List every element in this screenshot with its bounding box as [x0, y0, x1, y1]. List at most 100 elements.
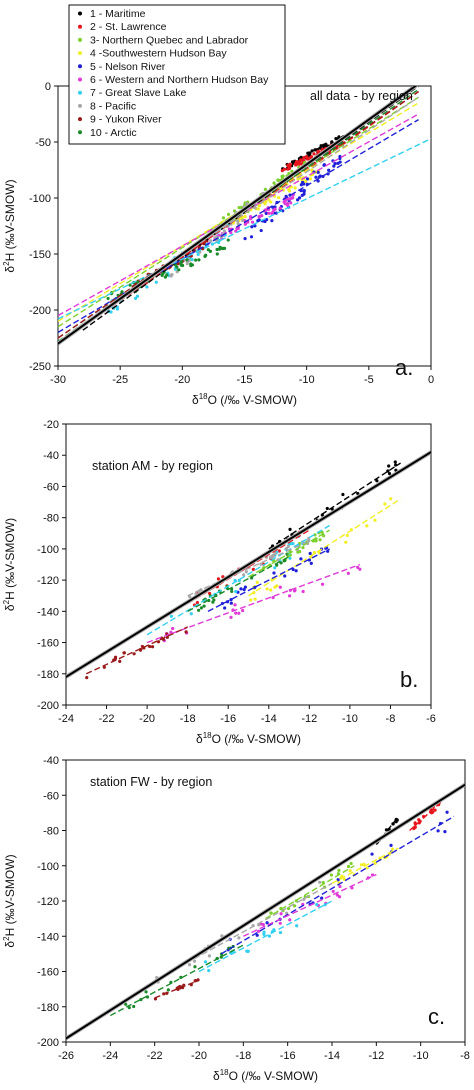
point-region-8 [271, 553, 275, 557]
point-region-4 [348, 869, 352, 873]
y-tick-label: -150 [29, 249, 51, 261]
point-region-5 [272, 571, 276, 575]
y-tick-label: -200 [29, 305, 51, 317]
point-region-7 [190, 258, 194, 262]
point-region-1 [310, 149, 314, 153]
point-region-5 [242, 588, 246, 592]
point-region-4 [253, 597, 257, 601]
point-region-3 [313, 533, 317, 537]
point-region-2 [216, 577, 221, 581]
x-tick-label: -12 [368, 1050, 384, 1062]
regression-line-region-10 [110, 944, 244, 1017]
point-region-9 [153, 997, 158, 1001]
regression-line-region-4 [248, 498, 401, 597]
point-region-1 [330, 140, 334, 144]
point-region-9 [150, 645, 155, 649]
point-region-6 [270, 211, 274, 215]
y-tick-label: -60 [43, 481, 59, 493]
x-axis-label: δ18O (/‰ V-SMOW) [192, 392, 297, 407]
point-region-7 [295, 924, 299, 928]
regression-line-region-7 [58, 138, 431, 320]
point-region-6 [267, 211, 271, 215]
point-region-7 [217, 239, 221, 243]
point-region-7 [315, 902, 319, 907]
point-region-5 [332, 164, 336, 168]
point-region-8 [241, 218, 245, 223]
point-region-6 [278, 585, 282, 589]
point-region-5 [443, 829, 447, 834]
y-axis-label: δ2H (‰V-SMOW) [2, 518, 17, 611]
point-region-5 [255, 933, 259, 937]
point-region-4 [293, 186, 297, 190]
legend-box [68, 4, 286, 145]
point-region-8 [242, 573, 246, 577]
point-region-6 [335, 893, 339, 897]
point-region-1 [319, 144, 323, 148]
point-region-6 [279, 912, 283, 916]
point-region-5 [220, 601, 225, 606]
point-region-5 [326, 172, 330, 176]
panel-letter: b. [400, 667, 418, 692]
point-region-7 [145, 285, 149, 289]
y-tick-label: -140 [37, 606, 59, 618]
point-region-4 [269, 588, 273, 592]
point-region-3 [349, 861, 353, 866]
regression-line-region-4 [331, 847, 399, 884]
panel-letter: a. [395, 355, 413, 380]
point-region-4 [344, 540, 348, 544]
point-region-8 [302, 897, 306, 902]
point-region-3 [296, 550, 300, 554]
point-region-3 [346, 864, 351, 869]
x-tick-label: -24 [102, 1050, 118, 1062]
panel-title: all data - by region [310, 89, 413, 103]
regression-line-region-1 [268, 462, 401, 550]
legend-marker [78, 103, 82, 108]
point-region-5 [281, 209, 285, 213]
point-region-6 [350, 886, 354, 890]
x-tick-label: -18 [180, 713, 196, 725]
point-region-2 [251, 567, 255, 571]
x-tick-label: -8 [460, 1050, 470, 1062]
legend-item-label: 10 - Arctic [90, 127, 137, 139]
x-tick-label: -12 [301, 713, 317, 725]
point-region-5 [302, 192, 306, 196]
point-region-6 [250, 220, 255, 224]
point-region-5 [253, 585, 257, 590]
legend-item-label: 1 - Maritime [90, 8, 146, 20]
y-tick-label: -140 [37, 931, 59, 943]
regression-line-region-7 [198, 900, 333, 973]
point-region-3 [337, 868, 341, 872]
point-region-4 [275, 584, 279, 588]
regression-line-region-3 [248, 529, 330, 578]
point-region-6 [243, 222, 247, 226]
point-region-5 [336, 878, 340, 882]
point-region-10 [185, 258, 189, 262]
point-region-3 [301, 546, 305, 550]
point-region-6 [229, 615, 233, 619]
legend-item-label: 2 - St. Lawrence [90, 21, 167, 33]
point-region-7 [196, 252, 200, 257]
regression-line-region-5 [58, 118, 419, 334]
point-region-5 [265, 921, 269, 925]
point-region-2 [195, 601, 200, 605]
point-region-4 [277, 196, 281, 200]
point-region-6 [217, 233, 221, 237]
x-tick-label: -10 [299, 374, 315, 386]
legend-item-label: 7 - Great Slave Lake [90, 87, 186, 99]
point-region-5 [296, 198, 300, 202]
point-region-10 [206, 248, 210, 252]
regression-line-region-9 [85, 626, 188, 675]
point-region-10 [179, 975, 183, 980]
y-tick-label: -100 [37, 544, 59, 556]
point-region-9 [122, 651, 126, 655]
point-region-1 [322, 143, 326, 147]
point-region-8 [286, 544, 290, 549]
point-region-4 [267, 198, 271, 202]
point-region-4 [359, 863, 364, 867]
point-region-4 [265, 587, 269, 591]
point-region-1 [387, 464, 391, 468]
point-region-4 [303, 179, 308, 184]
x-axis-label: δ18O (/‰ V-SMOW) [213, 1068, 318, 1083]
x-tick-label: -22 [99, 713, 115, 725]
